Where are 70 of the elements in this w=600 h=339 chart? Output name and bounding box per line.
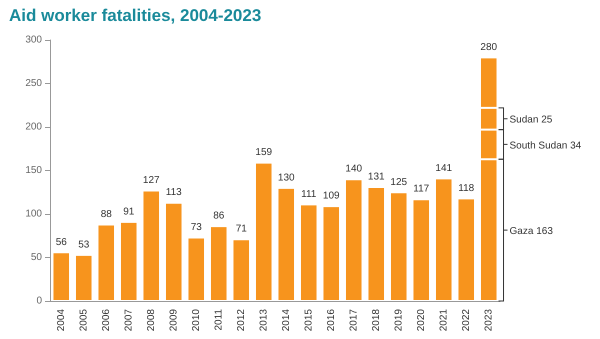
text: Sudan 25 (510, 114, 553, 126)
y-tick-label: 50 (30, 252, 42, 263)
x-tick-label: 2023 (483, 308, 494, 332)
x-tick-label: 2012 (236, 308, 247, 332)
x-tick-label: 2018 (370, 308, 382, 332)
y-tick-label: 100 (25, 208, 42, 220)
data-label: 91 (123, 206, 135, 218)
data-label: 88 (100, 208, 112, 220)
data-label: 127 (142, 175, 160, 186)
bar (142, 190, 160, 301)
bar (254, 162, 273, 301)
y-tick-label: 150 (25, 165, 42, 176)
x-tick-label: 2017 (348, 308, 360, 332)
data-label: 73 (190, 222, 202, 233)
text: Gaza 163 (510, 226, 554, 238)
bar (120, 222, 138, 301)
x-tick-label: 2011 (213, 308, 224, 331)
bar (164, 202, 183, 301)
total-label: 280 (480, 42, 498, 53)
bar (457, 198, 476, 301)
bar (232, 239, 250, 301)
x-tick-label: 2014 (280, 308, 292, 332)
x-tick-label: 2009 (168, 308, 180, 332)
data-label: 125 (390, 176, 408, 188)
bar (300, 204, 318, 301)
data-label: 131 (368, 172, 386, 183)
bar (52, 252, 70, 301)
bar (74, 254, 93, 301)
data-label: 56 (56, 236, 68, 248)
bar (367, 187, 386, 301)
bar (434, 178, 453, 301)
x-tick-label: 2008 (146, 308, 157, 332)
x-tick-label: 2006 (100, 308, 112, 332)
x-tick-label: 2013 (258, 308, 270, 332)
bar (344, 179, 363, 301)
data-label: 130 (278, 172, 296, 184)
y-tick-label: 200 (25, 122, 42, 132)
bar (322, 206, 340, 301)
data-label: 159 (255, 147, 273, 158)
data-label: 86 (213, 210, 225, 222)
x-tick-label: 2019 (393, 308, 404, 332)
x-tick-label: 2016 (326, 308, 337, 332)
bar (412, 199, 430, 301)
x-tick-label: 2010 (190, 308, 202, 332)
x-tick-label: 2005 (78, 308, 90, 332)
x-tick-label: 2004 (56, 308, 67, 332)
text: South Sudan 34 (510, 140, 582, 152)
data-label: 109 (322, 190, 340, 202)
bar (390, 192, 408, 301)
data-label: 113 (166, 187, 182, 198)
data-label: 117 (413, 184, 430, 195)
x-tick-label: 2022 (460, 308, 472, 332)
y-tick-label: 0 (36, 296, 42, 306)
x-tick-label: 2015 (303, 308, 314, 332)
x-tick-label: 2007 (123, 308, 134, 332)
y-tick-label: 250 (25, 78, 42, 89)
bar (277, 188, 296, 301)
data-label: 111 (301, 188, 317, 200)
data-label: 118 (458, 182, 475, 194)
data-label: 53 (78, 239, 90, 250)
bar (187, 237, 206, 301)
data-label: 141 (435, 162, 453, 174)
y-tick-label: 300 (25, 34, 42, 46)
x-tick-label: 2021 (438, 308, 450, 332)
bar (210, 226, 228, 301)
data-label: 71 (236, 224, 248, 235)
bar (97, 224, 116, 301)
chart-title: Aid worker fatalities, 2004-2023 (9, 6, 262, 25)
data-label: 140 (345, 164, 363, 175)
x-tick-label: 2020 (416, 308, 427, 332)
